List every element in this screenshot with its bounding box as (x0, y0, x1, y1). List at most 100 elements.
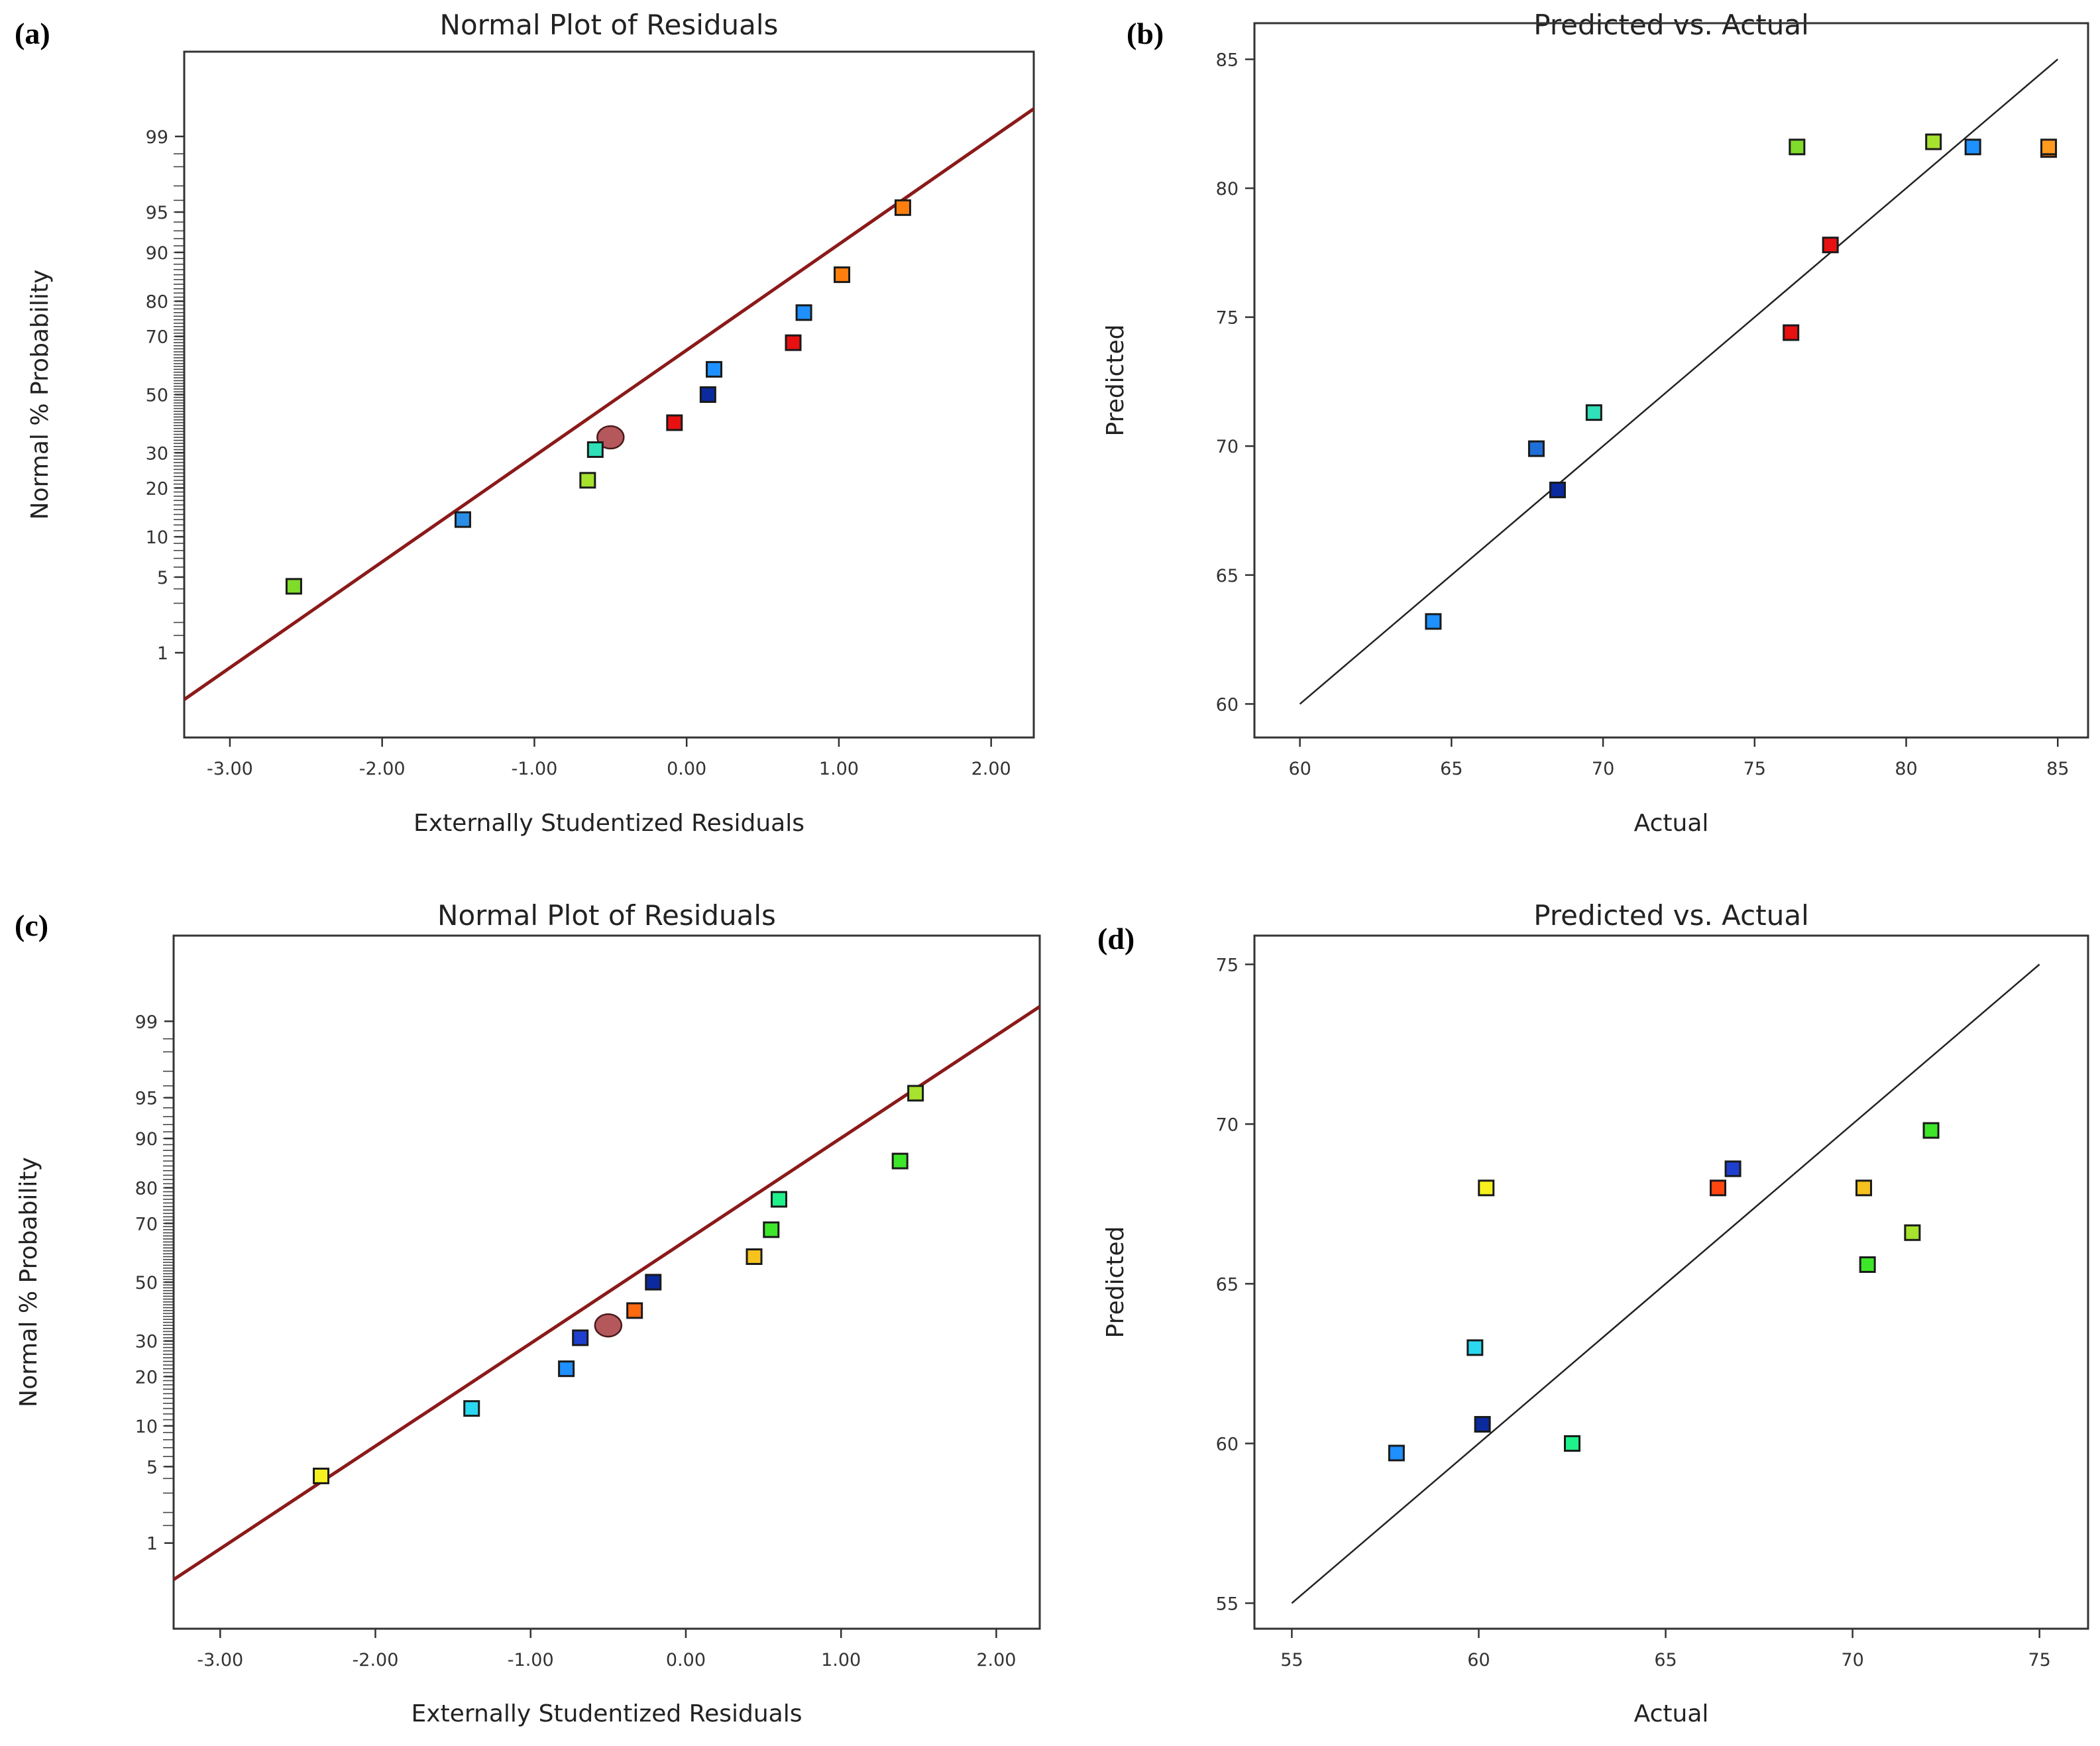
y-tick-label: 20 (135, 1367, 158, 1388)
chart-title: Normal Plot of Residuals (437, 899, 776, 932)
y-tick-label: 90 (146, 243, 168, 264)
y-tick-label: 85 (1216, 50, 1239, 70)
y-tick-label: 5 (146, 1457, 158, 1478)
x-tick-label: 2.00 (971, 759, 1011, 779)
data-point (1585, 404, 1602, 421)
data-point (586, 441, 604, 459)
x-axis-label: Externally Studentized Residuals (414, 810, 804, 837)
x-tick-label: 60 (1288, 759, 1311, 779)
y-tick-label: 55 (1216, 1594, 1239, 1614)
data-point (1478, 1179, 1495, 1197)
x-tick-label: 65 (1654, 1650, 1677, 1670)
x-tick-label: 2.00 (976, 1650, 1016, 1670)
y-tick-label: 70 (146, 327, 168, 348)
x-tick-label: 85 (2046, 759, 2069, 779)
y-tick-label: 50 (146, 386, 168, 406)
data-point (1474, 1416, 1491, 1433)
y-tick-label: 1 (146, 1534, 158, 1555)
chart-panel-b: (b) Predicted vs. Actual 60 65 70 75 80 85 60 65 7… (1102, 9, 2089, 837)
reference-line (1299, 58, 2059, 705)
y-tick-label: 60 (1216, 1434, 1239, 1454)
y-tick-label: 10 (146, 527, 168, 548)
y-tick-label: 30 (146, 443, 168, 464)
data-point (579, 472, 596, 489)
plot-frame (1253, 22, 2089, 739)
data-point (746, 1248, 763, 1265)
x-tick-label: -2.00 (353, 1650, 399, 1670)
chart-title: Normal Plot of Residuals (440, 9, 779, 41)
y-tick-label: 90 (135, 1129, 158, 1150)
x-tick-label: 75 (1743, 759, 1766, 779)
x-tick-label: 55 (1280, 1650, 1303, 1670)
y-tick-label: 95 (135, 1089, 158, 1109)
data-point (706, 360, 723, 378)
data-point (1425, 613, 1442, 630)
x-tick-label: 0.00 (666, 1650, 706, 1670)
y-tick-label: 30 (135, 1332, 158, 1352)
panel-letter: (b) (1127, 17, 1164, 50)
highlight-point (596, 425, 625, 450)
y-axis-label: Normal % Probability (27, 270, 54, 520)
y-tick-label: 70 (1216, 437, 1239, 457)
y-tick-label: 70 (1216, 1115, 1239, 1135)
y-tick-label: 99 (146, 127, 168, 148)
y-axis-label: Predicted (1102, 1227, 1129, 1338)
data-point (463, 1400, 480, 1417)
x-tick-label: 65 (1440, 759, 1463, 779)
plot-frame (1253, 934, 2089, 1630)
data-point (572, 1329, 589, 1346)
y-tick-label: 75 (1216, 308, 1239, 329)
chart-panel-d: (d) Predicted vs. Actual 55 60 65 70 75 55 60 65 7… (1097, 899, 2089, 1727)
data-point (907, 1085, 924, 1102)
panel-letter: (d) (1097, 922, 1134, 955)
y-tick-label: 99 (135, 1012, 158, 1032)
x-tick-label: 70 (1592, 759, 1614, 779)
y-tick-label: 65 (1216, 566, 1239, 586)
y-tick-label: 5 (157, 568, 168, 588)
x-tick-label: -3.00 (207, 759, 253, 779)
reference-line (1291, 963, 2040, 1604)
y-tick-label: 75 (1216, 955, 1239, 975)
highlight-point (594, 1313, 623, 1338)
x-tick-label: 1.00 (821, 1650, 861, 1670)
data-point (1822, 237, 1839, 254)
chart-title: Predicted vs. Actual (1533, 9, 1809, 41)
x-tick-label: 0.00 (667, 759, 706, 779)
x-tick-label: 1.00 (819, 759, 859, 779)
data-point (626, 1302, 643, 1319)
reference-line (184, 107, 1034, 701)
y-tick-label: 95 (146, 203, 168, 223)
data-point (1904, 1224, 1921, 1241)
y-tick-label: 80 (1216, 179, 1239, 199)
data-point (1710, 1179, 1727, 1197)
data-point (645, 1274, 662, 1291)
data-point (2040, 138, 2058, 156)
chart-panel-a: (a) Normal Plot of Residuals -3.00 -2.00 -1.… (15, 9, 1035, 837)
x-tick-label: -2.00 (359, 759, 406, 779)
x-axis-label: Actual (1634, 1700, 1709, 1727)
data-point (285, 578, 302, 595)
x-tick-label: -1.00 (511, 759, 557, 779)
data-point (1855, 1179, 1873, 1197)
data-point (558, 1360, 575, 1378)
y-tick-label: 80 (135, 1179, 158, 1199)
x-axis-label: Externally Studentized Residuals (412, 1700, 802, 1727)
x-tick-label: 70 (1841, 1650, 1863, 1670)
chart-panel-c: (c) Normal Plot of Residuals -3.00 -2.00 -1.… (15, 899, 1041, 1727)
x-axis-label: Actual (1634, 810, 1709, 837)
y-tick-label: 70 (135, 1214, 158, 1234)
data-point (891, 1152, 909, 1170)
x-tick-label: -1.00 (508, 1650, 554, 1670)
plot-frame (183, 50, 1035, 739)
x-tick-label: 80 (1895, 759, 1917, 779)
y-tick-label: 60 (1216, 694, 1239, 715)
data-point (785, 334, 802, 351)
y-tick-label: 20 (146, 478, 168, 499)
data-point (763, 1221, 780, 1238)
y-tick-label: 50 (135, 1273, 158, 1293)
data-point (1527, 440, 1545, 457)
data-point (313, 1467, 330, 1484)
y-axis-label: Normal % Probability (15, 1157, 42, 1407)
data-point (454, 511, 471, 528)
